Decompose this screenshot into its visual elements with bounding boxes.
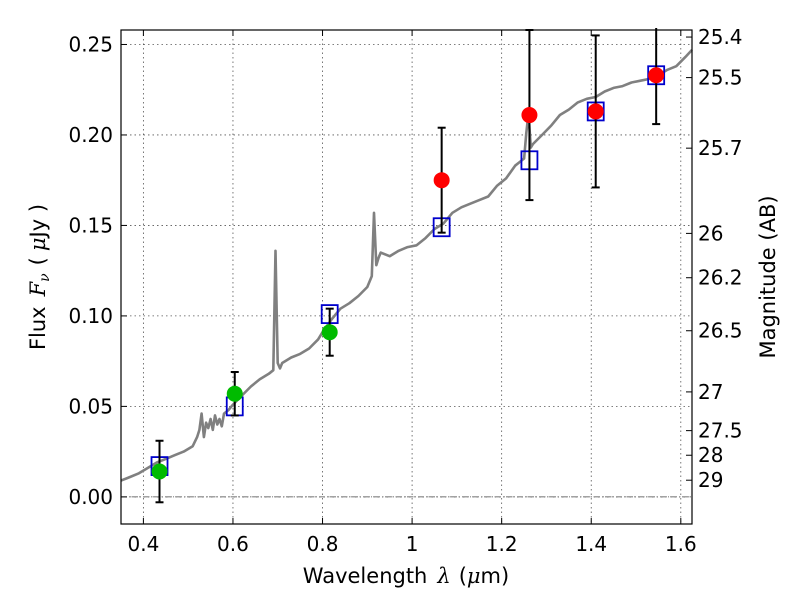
observed-point: [151, 463, 168, 480]
series-layer: [120, 28, 693, 504]
x-axis-label: Wavelength λ (μm): [303, 564, 509, 588]
y2-tick-label: 27.5: [698, 419, 743, 443]
y-tick-label: 0.00: [68, 485, 113, 509]
y2-tick-label: 28: [698, 443, 723, 467]
x-axis-unit-rest: m): [481, 564, 510, 588]
x-tick-label: 1.2: [486, 532, 518, 556]
y2-tick-label: 27: [698, 380, 723, 404]
x-tick-label: 0.4: [127, 532, 159, 556]
y-axis: 0.00 0.05 0.10 0.15 0.20 0.25: [68, 32, 127, 509]
y-axis-label: Flux Fν ( μJy ): [26, 204, 53, 350]
y2-tick-label: 26.2: [698, 266, 743, 290]
y-tick-label: 0.15: [68, 213, 113, 237]
x-axis-lambda: λ: [436, 564, 450, 588]
y-tick-label: 0.25: [68, 32, 113, 56]
y2-axis-label: Magnitude (AB): [756, 195, 780, 358]
x-axis-label-text: Wavelength: [303, 564, 428, 588]
observed-point: [587, 103, 604, 120]
plot-background: [121, 30, 692, 524]
observed-point: [521, 107, 538, 124]
y2-tick-label: 25.5: [698, 66, 743, 90]
y-axis-symbol: F: [26, 280, 50, 297]
x-tick-label: 1.6: [665, 532, 697, 556]
x-tick-label: 1.4: [575, 532, 607, 556]
y-axis-unit-mu: μ: [26, 237, 50, 251]
y-axis-subscript: ν: [37, 273, 53, 282]
y-axis-label-text: Flux: [26, 306, 50, 350]
observed-point: [226, 385, 243, 402]
x-axis-unit-mu: μ: [467, 564, 481, 588]
plot-frame: [120, 29, 693, 525]
y2-tick-label: 26: [698, 221, 723, 245]
x-axis: 0.4 0.6 0.8 1 1.2 1.4 1.6: [127, 30, 697, 556]
y-tick-label: 0.05: [68, 394, 113, 418]
y-axis-unit-rest: Jy ): [26, 204, 50, 240]
y2-tick-label: 26.5: [698, 319, 743, 343]
y-axis-unit-open: (: [26, 257, 50, 265]
y2-tick-label: 25.4: [698, 25, 743, 49]
y-tick-label: 0.10: [68, 304, 113, 328]
x-tick-label: 0.8: [307, 532, 339, 556]
x-tick-label: 0.6: [217, 532, 249, 556]
y-tick-label: 0.20: [68, 123, 113, 147]
y2-tick-label: 25.7: [698, 136, 743, 160]
observed-point: [648, 67, 665, 84]
observed-point: [321, 324, 338, 341]
spectrum-line: [120, 49, 693, 482]
x-tick-label: 1: [406, 532, 419, 556]
x-axis-unit-open: (: [459, 564, 467, 588]
y2-tick-label: 29: [698, 468, 723, 492]
observed-point: [433, 172, 450, 189]
